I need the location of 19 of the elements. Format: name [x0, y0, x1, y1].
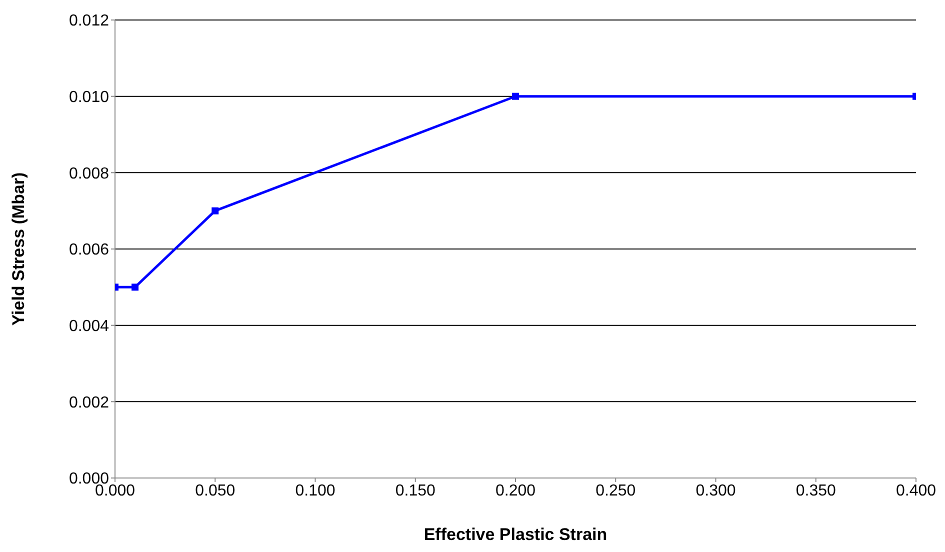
x-tick-label: 0.300: [696, 482, 736, 500]
y-tick-label: 0.002: [68, 394, 110, 412]
y-axis-title: Yield Stress (Mbar): [9, 172, 28, 326]
x-tick-label: 0.350: [796, 482, 836, 500]
point: [132, 284, 139, 291]
y-tick-label: 0.008: [68, 165, 110, 182]
y-tick-label: 0.010: [68, 89, 110, 106]
point: [212, 207, 219, 214]
x-tick-label: 0.150: [395, 482, 436, 500]
y-tick-label: 0.012: [68, 12, 110, 30]
x-tick-label: 0.050: [195, 482, 236, 500]
y-tick-label: 0.004: [68, 318, 110, 336]
x-tick-label: 0.100: [295, 482, 336, 500]
x-tick-label: 0.200: [495, 482, 536, 500]
x-axis-title: Effective Plastic Strain: [424, 525, 608, 544]
y-tick-label: 0.006: [68, 242, 110, 259]
x-tick-label: 0.250: [596, 482, 636, 500]
x-tick-label: 0.400: [896, 482, 936, 500]
point: [512, 92, 519, 100]
